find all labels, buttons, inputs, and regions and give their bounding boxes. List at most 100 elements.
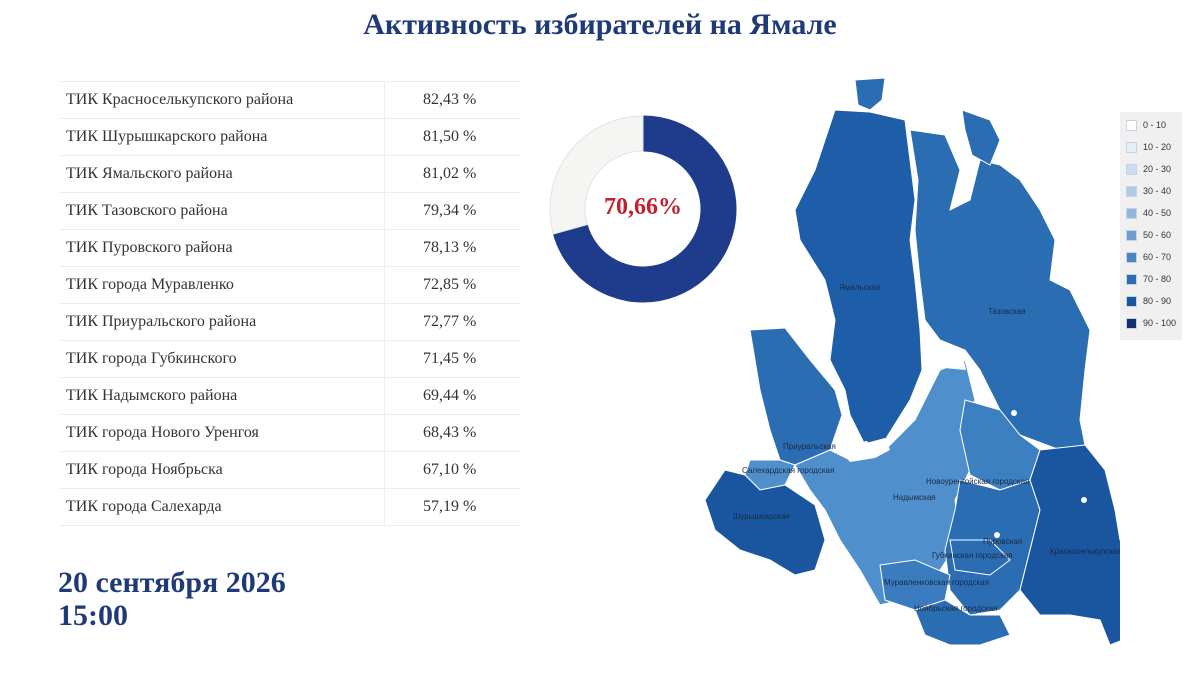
table-row: ТИК Красноселькупского района 82,43 % <box>60 81 520 119</box>
row-name: ТИК города Губкинского <box>60 340 385 378</box>
row-value: 71,45 % <box>384 340 520 378</box>
row-value: 57,19 % <box>384 488 520 526</box>
row-value: 72,85 % <box>384 266 520 304</box>
region-map: Ямальская Тазовская Приуральская Салехар… <box>704 77 1120 646</box>
page-title: Активность избирателей на Ямале <box>363 8 837 41</box>
label-shuryshkarsky: Шурышкарская <box>733 512 790 521</box>
row-name: ТИК города Салехарда <box>60 488 385 526</box>
water-ob-bay <box>840 438 890 462</box>
time-text: 15:00 <box>58 599 128 632</box>
water-taz-bay <box>922 320 966 370</box>
region-yamal-island <box>854 77 886 111</box>
label-nadymsky: Надымская <box>893 493 936 502</box>
legend-item: 80 - 90 <box>1126 296 1171 310</box>
legend-item: 60 - 70 <box>1126 252 1171 266</box>
region-noyabrsk <box>914 599 1011 646</box>
legend-item: 20 - 30 <box>1126 164 1171 178</box>
table-row: ТИК города Нового Уренгоя 68,43 % <box>60 414 520 452</box>
row-name: ТИК города Муравленко <box>60 266 385 304</box>
legend-label: 10 - 20 <box>1143 142 1172 152</box>
legend-label: 40 - 50 <box>1143 208 1172 218</box>
label-yamal: Ямальская <box>839 283 880 292</box>
legend-swatch <box>1126 208 1137 220</box>
legend-swatch <box>1126 274 1137 286</box>
legend-swatch <box>1126 164 1137 176</box>
row-value: 69,44 % <box>384 377 520 415</box>
legend-item: 90 - 100 <box>1126 318 1176 332</box>
table-row: ТИК города Ноябрьска 67,10 % <box>60 451 520 489</box>
row-name: ТИК Надымского района <box>60 377 385 415</box>
table-row: ТИК города Салехарда 57,19 % <box>60 488 520 526</box>
table-row: ТИК Шурышкарского района 81,50 % <box>60 118 520 156</box>
legend-swatch <box>1126 252 1137 264</box>
row-name: ТИК Ямальского района <box>60 155 385 193</box>
row-name: ТИК города Ноябрьска <box>60 451 385 489</box>
legend-item: 40 - 50 <box>1126 208 1171 222</box>
legend-swatch <box>1126 230 1137 242</box>
city-marker-tazovsky <box>1011 410 1017 416</box>
row-name: ТИК Красноселькупского района <box>60 81 385 119</box>
legend-swatch <box>1126 142 1137 154</box>
legend-label: 90 - 100 <box>1143 318 1177 328</box>
legend-item: 0 - 10 <box>1126 120 1166 134</box>
legend-item: 10 - 20 <box>1126 142 1171 156</box>
legend-item: 50 - 60 <box>1126 230 1171 244</box>
region-gyda-peninsula <box>961 109 1001 166</box>
date-text: 20 сентября 2026 <box>58 566 286 599</box>
table-row: ТИК Тазовского района 79,34 % <box>60 192 520 230</box>
row-value: 72,77 % <box>384 303 520 341</box>
legend-label: 70 - 80 <box>1143 274 1172 284</box>
table-row: ТИК города Губкинского 71,45 % <box>60 340 520 378</box>
turnout-table: ТИК Красноселькупского района 82,43 % ТИК … <box>60 81 520 526</box>
legend-swatch <box>1126 120 1137 132</box>
label-gubkinsky: Губкинская городская <box>932 551 1013 560</box>
row-name: ТИК Пуровского района <box>60 229 385 267</box>
city-marker-salekhard <box>863 441 869 447</box>
row-name: ТИК города Нового Уренгоя <box>60 414 385 452</box>
row-value: 68,43 % <box>384 414 520 452</box>
donut-chart: 70,66% <box>548 114 738 304</box>
row-value: 82,43 % <box>384 81 520 119</box>
donut-slice-rest <box>549 115 644 235</box>
city-marker-tarko-sale <box>994 532 1000 538</box>
row-name: ТИК Приуральского района <box>60 303 385 341</box>
label-novy-urengoy: Новоуренгойская городская <box>926 477 1029 486</box>
map-legend: 0 - 10 10 - 20 20 - 30 30 - 40 40 - 50 50 - 6… <box>1120 112 1182 340</box>
donut-center-label: 70,66% <box>604 194 682 220</box>
legend-swatch <box>1126 318 1137 330</box>
label-purovsky: Пуровская <box>983 537 1022 546</box>
legend-label: 50 - 60 <box>1143 230 1172 240</box>
legend-label: 60 - 70 <box>1143 252 1172 262</box>
donut-slice-turnout <box>552 115 737 303</box>
row-name: ТИК Тазовского района <box>60 192 385 230</box>
row-name: ТИК Шурышкарского района <box>60 118 385 156</box>
legend-label: 80 - 90 <box>1143 296 1172 306</box>
label-priuralsky: Приуральская <box>783 442 836 451</box>
legend-swatch <box>1126 186 1137 198</box>
legend-label: 20 - 30 <box>1143 164 1172 174</box>
label-krasnoselkupsky: Красноселькупская <box>1050 547 1120 556</box>
city-marker-krasnoselkup <box>1081 497 1087 503</box>
row-value: 67,10 % <box>384 451 520 489</box>
legend-label: 30 - 40 <box>1143 186 1172 196</box>
table-row: ТИК Пуровского района 78,13 % <box>60 229 520 267</box>
table-row: ТИК Приуральского района 72,77 % <box>60 303 520 341</box>
label-noyabrsk: Ноябрьская городская <box>914 604 997 613</box>
legend-item: 30 - 40 <box>1126 186 1171 200</box>
date-time-block: 20 сентября 2026 15:00 <box>58 566 286 632</box>
region-shuryshkarsky <box>704 469 826 576</box>
region-krasnoselkupsky <box>1019 444 1120 646</box>
legend-item: 70 - 80 <box>1126 274 1171 288</box>
label-tazovsky: Тазовская <box>988 307 1026 316</box>
row-value: 78,13 % <box>384 229 520 267</box>
row-value: 81,02 % <box>384 155 520 193</box>
row-value: 81,50 % <box>384 118 520 156</box>
label-muravlenko: Муравленковская городская <box>884 578 989 587</box>
legend-swatch <box>1126 296 1137 308</box>
table-row: ТИК Ямальского района 81,02 % <box>60 155 520 193</box>
legend-label: 0 - 10 <box>1143 120 1167 130</box>
row-value: 79,34 % <box>384 192 520 230</box>
region-gubkinsky <box>949 539 1011 576</box>
table-row: ТИК Надымского района 69,44 % <box>60 377 520 415</box>
table-row: ТИК города Муравленко 72,85 % <box>60 266 520 304</box>
